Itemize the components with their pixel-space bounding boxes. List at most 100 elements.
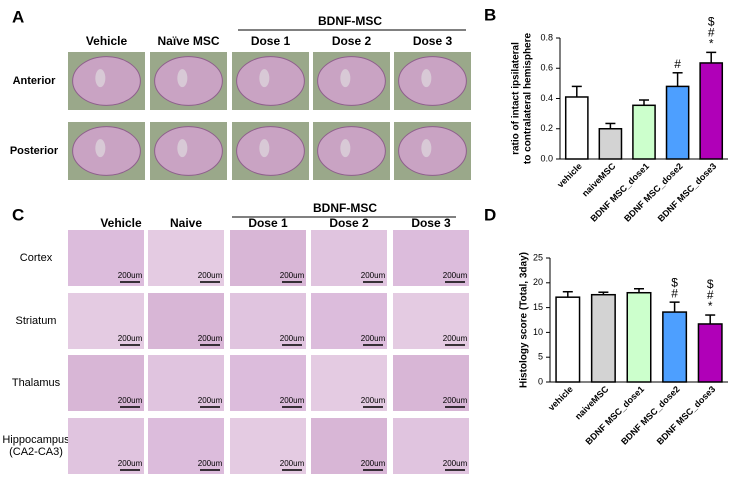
y-tick-label: 20 <box>533 277 543 287</box>
column-header: Dose 1 <box>248 216 288 230</box>
column-header: Vehicle <box>86 34 128 48</box>
y-tick-label: 10 <box>533 327 543 337</box>
histology-image <box>230 293 306 349</box>
panel-label: D <box>484 205 496 224</box>
bar <box>598 128 623 160</box>
scale-bar-label: 200um <box>118 334 143 343</box>
brain-slice <box>236 126 305 176</box>
y-axis-label: Histology score (Total, 3day) <box>519 252 530 388</box>
bar <box>697 323 723 383</box>
scale-bar-label: 200um <box>280 271 305 280</box>
column-header: Dose 3 <box>411 216 451 230</box>
ventricle <box>95 69 106 88</box>
y-tick-label: 0.0 <box>540 153 553 163</box>
y-tick-label: 0 <box>538 376 543 386</box>
histology-image <box>148 293 224 349</box>
scale-bar-label: 200um <box>361 396 386 405</box>
histology-image <box>311 293 387 349</box>
brain-slice <box>154 56 223 106</box>
ventricle <box>421 69 432 88</box>
significance-mark: $ <box>707 277 714 291</box>
group-label: BDNF-MSC <box>313 201 377 215</box>
x-tick-label: naiveMSC <box>573 384 611 422</box>
scale-bar-label: 200um <box>443 396 468 405</box>
row-label: Striatum <box>16 315 57 327</box>
scale-bar-label: 200um <box>443 271 468 280</box>
histology-image <box>230 230 306 286</box>
row-label: Hippocampus <box>2 434 70 446</box>
histology-image <box>311 230 387 286</box>
histology-image <box>393 355 469 411</box>
histology-image <box>393 418 469 474</box>
y-tick-label: 0.2 <box>540 123 553 133</box>
column-header: Dose 1 <box>251 34 291 48</box>
brain-slice <box>236 56 305 106</box>
bar <box>555 296 581 383</box>
scale-bar-label: 200um <box>118 396 143 405</box>
significance-mark: # <box>671 286 678 300</box>
y-tick-label: 0.8 <box>540 32 553 42</box>
scale-bar-label: 200um <box>443 334 468 343</box>
panel-label: C <box>12 205 24 224</box>
panel-label: A <box>12 7 24 26</box>
ventricle <box>259 69 270 88</box>
brain-slice <box>317 56 386 106</box>
x-tick-label: vehicle <box>555 161 584 190</box>
x-tick-label: vehicle <box>546 384 575 413</box>
row-label: Thalamus <box>12 377 61 389</box>
row-label: (CA2-CA3) <box>9 446 63 458</box>
significance-mark: # <box>707 288 714 302</box>
ventricle <box>95 139 106 158</box>
significance-mark: $ <box>708 15 715 29</box>
column-header: Naïve MSC <box>157 34 219 48</box>
y-tick-label: 25 <box>533 252 543 262</box>
x-tick-label: BDNF MSC_dose3 <box>656 161 719 224</box>
brain-slice <box>72 126 141 176</box>
bar <box>590 293 616 383</box>
column-header: Dose 2 <box>332 34 372 48</box>
scale-bar-label: 200um <box>198 396 223 405</box>
histology-image <box>68 355 144 411</box>
column-header: Vehicle <box>100 216 142 230</box>
ventricle <box>340 69 351 88</box>
bar <box>699 62 724 160</box>
scale-bar-label: 200um <box>361 271 386 280</box>
scale-bar-label: 200um <box>280 396 305 405</box>
histology-image <box>311 418 387 474</box>
scale-bar-label: 200um <box>118 271 143 280</box>
ventricle <box>259 139 270 158</box>
scale-bar-label: 200um <box>198 334 223 343</box>
row-label: Anterior <box>13 75 57 87</box>
histology-image <box>68 230 144 286</box>
scale-bar-label: 200um <box>280 334 305 343</box>
panel-label: B <box>484 5 496 24</box>
ventricle <box>421 139 432 158</box>
row-label: Posterior <box>10 145 59 157</box>
x-tick-label: BDNF MSC_dose1 <box>589 161 652 224</box>
bar <box>665 85 690 160</box>
histology-image <box>148 355 224 411</box>
scale-bar-label: 200um <box>443 459 468 468</box>
scale-bar-label: 200um <box>361 334 386 343</box>
bar <box>564 96 589 160</box>
y-axis-label: ratio of intact ipsilateral <box>511 42 522 155</box>
y-tick-label: 0.4 <box>540 93 553 103</box>
significance-mark: * <box>709 37 714 51</box>
histology-image <box>393 230 469 286</box>
y-tick-label: 0.6 <box>540 63 553 73</box>
scale-bar-label: 200um <box>280 459 305 468</box>
histology-image <box>230 355 306 411</box>
brain-slice <box>398 56 467 106</box>
brain-slice <box>398 126 467 176</box>
significance-mark: # <box>674 57 681 71</box>
histology-image <box>68 418 144 474</box>
histology-image <box>311 355 387 411</box>
brain-slice <box>72 56 141 106</box>
brain-slice <box>154 126 223 176</box>
brain-slice <box>317 126 386 176</box>
scale-bar-label: 200um <box>198 459 223 468</box>
histology-image <box>148 230 224 286</box>
column-header: Dose 3 <box>413 34 453 48</box>
histology-image <box>148 418 224 474</box>
